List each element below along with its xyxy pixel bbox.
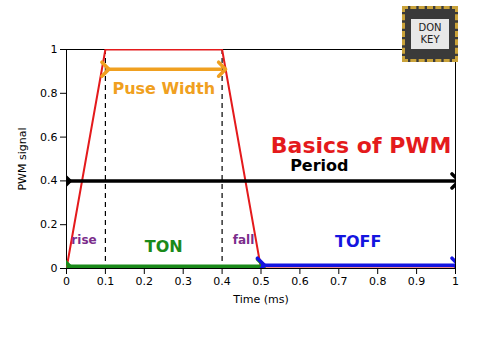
- svg-text:Period: Period: [290, 156, 348, 175]
- svg-text:0.5: 0.5: [252, 275, 270, 288]
- svg-text:Time (ms): Time (ms): [232, 293, 288, 306]
- svg-text:0.6: 0.6: [291, 275, 309, 288]
- svg-text:0.8: 0.8: [40, 87, 58, 100]
- svg-text:0: 0: [63, 275, 70, 288]
- svg-text:1: 1: [452, 275, 459, 288]
- svg-text:0.2: 0.2: [136, 275, 154, 288]
- svg-text:PWM signal: PWM signal: [16, 127, 29, 190]
- svg-text:0.2: 0.2: [40, 218, 58, 231]
- svg-text:0.1: 0.1: [97, 275, 115, 288]
- svg-text:TON: TON: [145, 237, 183, 256]
- svg-text:0.4: 0.4: [213, 275, 231, 288]
- svg-text:fall: fall: [233, 233, 255, 247]
- svg-text:0.3: 0.3: [174, 275, 192, 288]
- svg-text:0.8: 0.8: [369, 275, 387, 288]
- svg-text:0.4: 0.4: [40, 174, 58, 187]
- svg-text:0.6: 0.6: [40, 131, 58, 144]
- svg-text:0: 0: [51, 262, 58, 275]
- svg-text:TOFF: TOFF: [335, 232, 381, 251]
- svg-text:rise: rise: [71, 233, 96, 247]
- html-text:DON KEY: DON KEY: [418, 22, 442, 45]
- svg-text:1: 1: [51, 43, 58, 56]
- svg-text:Puse Width: Puse Width: [112, 79, 215, 98]
- svg-text:0.9: 0.9: [408, 275, 426, 288]
- svg-text:Basics of PWM: Basics of PWM: [271, 133, 452, 158]
- svg-text:0.7: 0.7: [330, 275, 348, 288]
